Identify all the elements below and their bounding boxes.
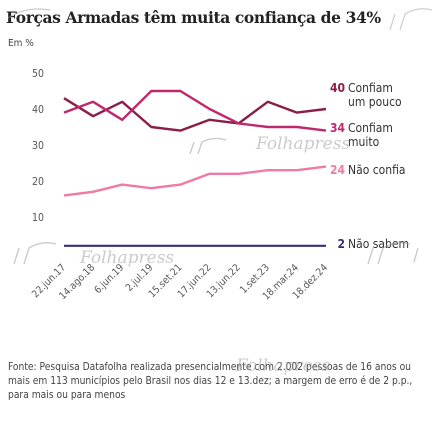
- legend-label: muito: [348, 135, 380, 149]
- series-end-value: 24: [330, 163, 346, 177]
- legend-label: um pouco: [348, 95, 402, 109]
- series-end-value: 40: [330, 81, 345, 95]
- legend-label: Não confia: [348, 163, 406, 177]
- y-axis: 10 20 30 40 50: [32, 68, 44, 224]
- y-tick-label: 50: [32, 68, 44, 80]
- series-line: [63, 89, 327, 132]
- series-end-value: 2: [337, 237, 345, 251]
- source-note: Fonte: Pesquisa Datafolha realizada pres…: [8, 362, 413, 401]
- chart-series: [63, 89, 327, 247]
- y-tick-label: 40: [32, 104, 44, 116]
- legend-label: Não sabem: [348, 237, 409, 251]
- series-end-value: 34: [330, 121, 346, 135]
- series-line: [63, 165, 327, 197]
- chart-title: Forças Armadas têm muita confiança de 34…: [6, 8, 381, 27]
- y-tick-label: 20: [32, 176, 44, 188]
- series-line: [63, 97, 327, 132]
- legend-label: Confiam: [348, 81, 393, 95]
- y-tick-label: 10: [32, 212, 44, 224]
- x-axis: 22.jun.1714.ago.186.jun.192.jul.1915.set…: [30, 262, 330, 302]
- chart-subtitle: Em %: [8, 38, 34, 49]
- x-tick-label: 6.jun.19: [93, 262, 127, 296]
- y-tick-label: 30: [32, 140, 44, 152]
- legend-label: Confiam: [348, 121, 393, 135]
